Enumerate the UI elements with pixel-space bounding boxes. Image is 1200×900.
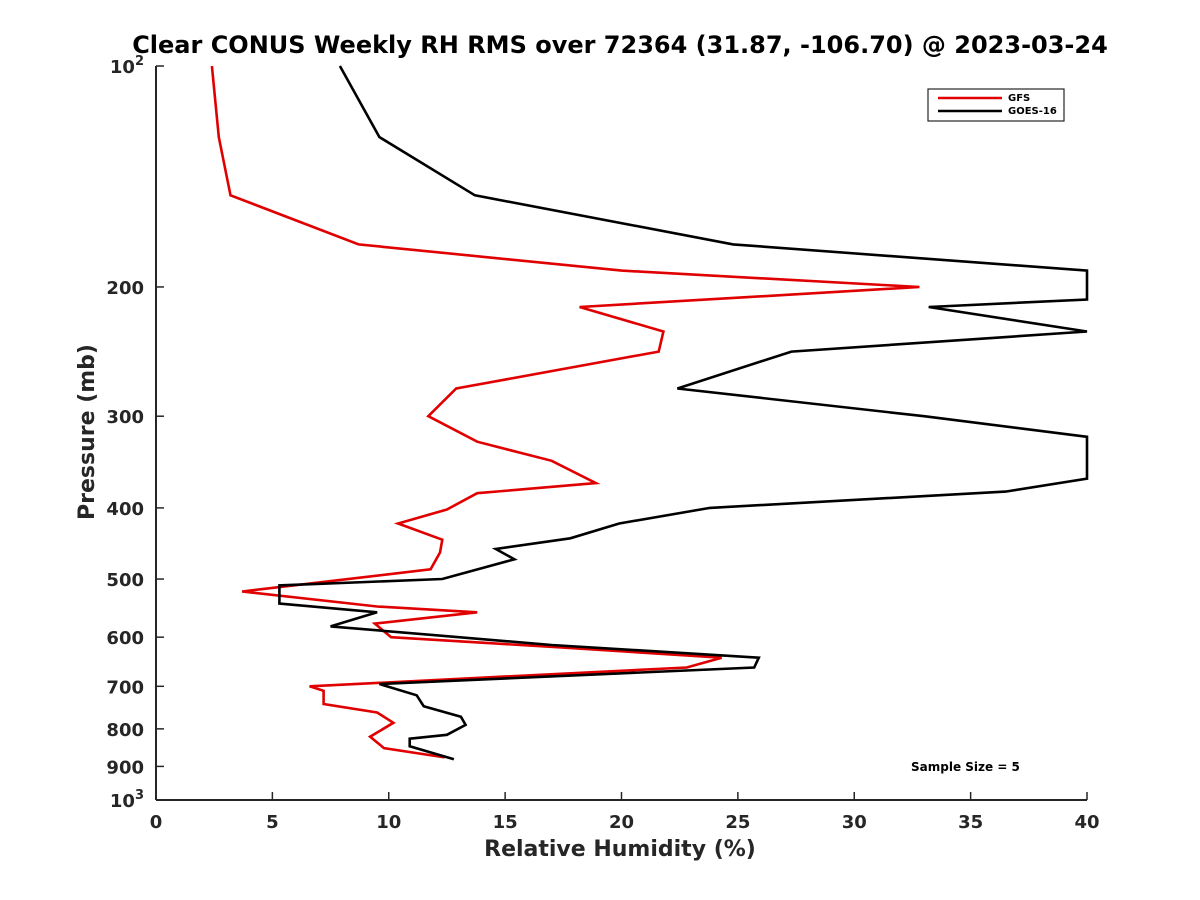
x-tick-label: 30 [842,812,867,833]
y-tick-label: 900 [106,757,144,778]
y-tick-label: 102 [110,54,144,78]
y-tick-label: 800 [106,720,144,741]
plot-series [210,65,1089,761]
ticks: 0 5 10 15 20 25 30 35 40 102 200 300 400 500 600 700 800… [106,54,1099,833]
x-tick-label: 0 [150,812,163,833]
y-axis-label: Pressure (mb) [75,344,100,520]
y-tick-label: 400 [106,499,144,520]
legend: GFS GOES-16 [927,88,1065,122]
sample-size-annotation: Sample Size = 5 [911,760,1020,774]
x-axis-label: Relative Humidity (%) [484,837,756,862]
legend-label-goes16: GOES-16 [1008,106,1057,117]
series-line-gfs [210,65,920,759]
y-tick-label: 300 [106,407,144,428]
y-tick-label: 500 [106,570,144,591]
y-tick-label: 103 [110,788,144,812]
x-tick-label: 20 [609,812,634,833]
legend-box [927,88,1065,122]
y-tick-label: 600 [106,628,144,649]
y-tick-label: 700 [106,677,144,698]
x-tick-label: 5 [266,812,279,833]
chart-title: Clear CONUS Weekly RH RMS over 72364 (31… [132,31,1108,59]
series-line-goes16 [278,65,1089,761]
legend-label-gfs: GFS [1008,93,1030,104]
x-tick-label: 10 [376,812,401,833]
x-tick-label: 15 [493,812,518,833]
x-tick-label: 35 [958,812,983,833]
axes [155,66,1087,801]
y-tick-label: 200 [106,278,144,299]
x-tick-label: 40 [1074,812,1099,833]
x-tick-label: 25 [725,812,750,833]
